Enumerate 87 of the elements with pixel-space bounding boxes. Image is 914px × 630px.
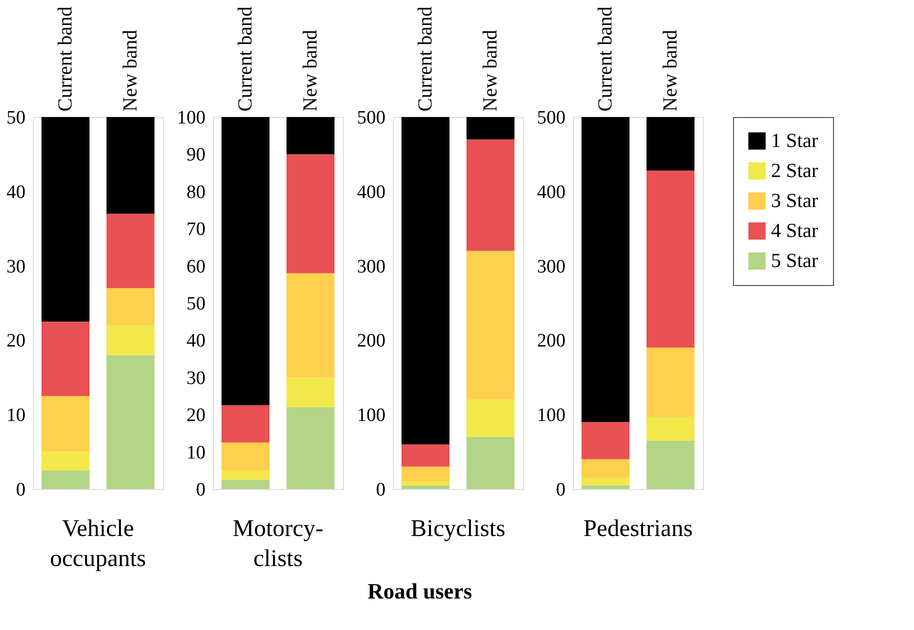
bar bbox=[42, 117, 90, 322]
text: Vehicle occupants bbox=[50, 516, 146, 572]
y-tick-label: 0 bbox=[376, 480, 386, 500]
legend-label: 5 Star bbox=[771, 250, 819, 272]
y-tick-label: 40 bbox=[6, 182, 26, 203]
y-tick-label: 400 bbox=[537, 182, 566, 203]
y-tick-label: 400 bbox=[357, 182, 386, 203]
y-tick-label: 50 bbox=[186, 294, 206, 314]
bar bbox=[646, 170, 694, 348]
bar bbox=[402, 485, 450, 489]
bar bbox=[106, 288, 154, 326]
y-tick-label: 60 bbox=[186, 256, 206, 278]
y-tick-label: 100 bbox=[177, 108, 206, 128]
bar bbox=[222, 117, 270, 406]
x-tick-label: New band bbox=[120, 30, 142, 112]
y-tick-label: 100 bbox=[537, 405, 566, 426]
y-tick-label: 10 bbox=[186, 442, 206, 464]
bar bbox=[106, 117, 154, 214]
bar bbox=[582, 422, 630, 460]
bar bbox=[646, 117, 694, 171]
legend-label: 2 Star bbox=[771, 160, 819, 182]
y-tick-label: 100 bbox=[357, 405, 386, 426]
y-tick-label: 90 bbox=[186, 144, 206, 166]
bar bbox=[286, 154, 334, 274]
y-tick-label: 20 bbox=[186, 405, 206, 426]
bar bbox=[466, 400, 514, 437]
bar bbox=[646, 348, 694, 417]
bar bbox=[286, 273, 334, 378]
y-tick-label: 300 bbox=[537, 256, 566, 278]
text: Motorcy- clists bbox=[232, 516, 324, 572]
y-tick-label: 30 bbox=[186, 368, 206, 389]
x-tick-label: New band bbox=[660, 30, 682, 112]
bar bbox=[286, 377, 334, 408]
y-tick-label: 200 bbox=[537, 330, 566, 352]
bar bbox=[402, 117, 450, 444]
bar bbox=[402, 466, 450, 482]
legend-label: 1 Star bbox=[771, 130, 819, 152]
x-tick-label: New band bbox=[480, 30, 502, 112]
bar bbox=[106, 325, 154, 356]
bar bbox=[582, 485, 630, 489]
bar bbox=[222, 405, 270, 442]
bar bbox=[42, 452, 90, 470]
y-tick-label: 0 bbox=[556, 480, 566, 500]
text: Pedestrians bbox=[583, 516, 693, 542]
y-tick-label: 50 bbox=[6, 108, 26, 128]
bar bbox=[402, 444, 450, 467]
y-tick-label: 10 bbox=[6, 405, 26, 426]
bar bbox=[106, 214, 154, 288]
bar bbox=[466, 250, 514, 400]
bar bbox=[466, 117, 514, 140]
bar bbox=[42, 322, 90, 396]
y-tick-label: 80 bbox=[186, 182, 206, 203]
y-tick-label: 20 bbox=[6, 330, 26, 352]
bar bbox=[582, 478, 630, 486]
bar bbox=[646, 416, 694, 441]
legend-label: 3 Star bbox=[771, 190, 819, 212]
y-tick-label: 500 bbox=[537, 108, 566, 128]
bar bbox=[42, 396, 90, 452]
legend-label: 4 Star bbox=[771, 220, 819, 242]
bar bbox=[582, 117, 630, 422]
y-tick-label: 40 bbox=[186, 330, 206, 352]
bar bbox=[106, 355, 154, 489]
y-tick-label: 0 bbox=[196, 480, 206, 500]
bar bbox=[466, 139, 514, 251]
bar bbox=[286, 407, 334, 489]
bar bbox=[286, 117, 334, 154]
bar bbox=[402, 482, 450, 486]
x-tick-label: Current band bbox=[54, 6, 76, 112]
x-axis-title: Road users bbox=[367, 578, 472, 604]
text: Bicyclists bbox=[410, 516, 506, 542]
y-tick-label: 500 bbox=[357, 108, 386, 128]
bar bbox=[646, 440, 694, 489]
bar bbox=[222, 470, 270, 480]
y-tick-label: 30 bbox=[6, 256, 26, 278]
bar bbox=[466, 436, 514, 489]
x-tick-label: New band bbox=[300, 30, 322, 112]
bar bbox=[222, 442, 270, 470]
x-tick-label: Current band bbox=[594, 6, 616, 112]
bar bbox=[582, 459, 630, 478]
y-tick-label: 200 bbox=[357, 330, 386, 352]
y-tick-label: 70 bbox=[186, 219, 206, 240]
y-tick-label: 300 bbox=[357, 256, 386, 278]
y-tick-label: 0 bbox=[16, 480, 26, 500]
bar bbox=[42, 470, 90, 489]
bar bbox=[222, 480, 270, 489]
x-tick-label: Current band bbox=[414, 6, 436, 112]
x-tick-label: Current band bbox=[234, 6, 256, 112]
